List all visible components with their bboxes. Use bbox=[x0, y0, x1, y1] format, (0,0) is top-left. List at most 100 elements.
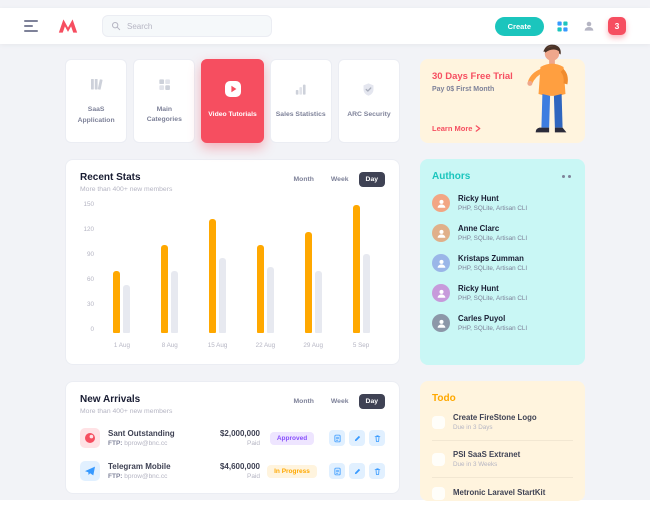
y-tick-label: 90 bbox=[86, 251, 94, 258]
bar-chart-icon bbox=[293, 82, 308, 102]
bar-new-members[interactable] bbox=[256, 245, 264, 333]
checkbox[interactable] bbox=[432, 415, 445, 429]
search-input[interactable] bbox=[127, 21, 263, 31]
bar-group: 22 Aug bbox=[241, 201, 289, 349]
bar-new-members[interactable] bbox=[209, 218, 217, 333]
checkbox[interactable] bbox=[432, 487, 445, 500]
checkbox[interactable] bbox=[432, 452, 445, 466]
bar-new-members[interactable] bbox=[161, 245, 169, 333]
trash-icon[interactable] bbox=[369, 430, 385, 446]
telegram-icon bbox=[80, 461, 100, 481]
category-card-sales-statistics[interactable]: Sales Statistics bbox=[269, 59, 332, 143]
edit-icon[interactable] bbox=[349, 430, 365, 446]
bar-previous[interactable] bbox=[123, 284, 131, 333]
x-tick-label: 15 Aug bbox=[207, 342, 228, 349]
avatar bbox=[432, 194, 450, 212]
category-card-saas-application[interactable]: SaaS Application bbox=[65, 59, 128, 143]
top-bar: Create 3 bbox=[0, 8, 650, 44]
notification-badge[interactable]: 3 bbox=[608, 17, 626, 35]
list-item[interactable]: Ricky Hunt PHP, SQLite, Artisan CLI bbox=[432, 194, 573, 212]
todo-card: Todo Create FireStone Logo Due in 3 Days… bbox=[420, 381, 585, 501]
bar-previous[interactable] bbox=[362, 253, 370, 333]
create-button[interactable]: Create bbox=[494, 16, 544, 36]
menu-icon[interactable] bbox=[24, 20, 38, 32]
right-column: 30 Days Free Trial Pay 0$ First Month Le… bbox=[420, 44, 585, 501]
status-badge-wrap: In Progress bbox=[260, 464, 324, 478]
bar-new-members[interactable] bbox=[304, 231, 312, 333]
avatar bbox=[432, 224, 450, 242]
status-badge: Approved bbox=[269, 431, 315, 445]
more-menu-icon[interactable] bbox=[560, 173, 573, 180]
avatar bbox=[432, 284, 450, 302]
apps-grid-icon[interactable] bbox=[555, 19, 570, 34]
stats-chart: 150 120 90 60 30 0 1 Aug 8 Aug 15 Aug 22 Aug 29 A… bbox=[80, 201, 385, 349]
todo-task: Metronic Laravel StartKit bbox=[453, 488, 546, 497]
bar-previous[interactable] bbox=[266, 267, 274, 333]
file-icon[interactable] bbox=[329, 430, 345, 446]
tab-day[interactable]: Day bbox=[358, 172, 385, 187]
tab-week[interactable]: Week bbox=[324, 172, 356, 187]
tab-month[interactable]: Month bbox=[287, 394, 321, 409]
learn-more-link[interactable]: Learn More bbox=[432, 124, 481, 133]
recent-stats-title: Recent Stats bbox=[80, 172, 141, 183]
learn-more-label: Learn More bbox=[432, 124, 473, 133]
todo-due: Due in 3 Weeks bbox=[453, 461, 498, 468]
author-name: Ricky Hunt bbox=[458, 194, 499, 203]
author-name: Kristaps Zumman bbox=[458, 254, 524, 263]
todo-title: Todo bbox=[432, 393, 456, 404]
y-tick-label: 60 bbox=[86, 276, 94, 283]
bar-new-members[interactable] bbox=[352, 205, 360, 333]
main-content: SaaS Application Main Categories Video T… bbox=[0, 44, 650, 501]
new-arrivals-title: New Arrivals bbox=[80, 394, 141, 405]
list-item[interactable]: Ricky Hunt PHP, SQLite, Artisan CLI bbox=[432, 284, 573, 302]
library-icon bbox=[88, 76, 104, 97]
arrival-ftp: FTP: bprow@bnc.cc bbox=[108, 440, 198, 447]
tab-day[interactable]: Day bbox=[358, 394, 385, 409]
bar-new-members[interactable] bbox=[113, 271, 121, 333]
y-tick-label: 120 bbox=[83, 226, 94, 233]
ftp-label: FTP: bbox=[108, 473, 123, 480]
file-icon[interactable] bbox=[329, 463, 345, 479]
bar-group: 1 Aug bbox=[98, 201, 146, 349]
new-arrivals-header: New Arrivals More than 400+ new members … bbox=[80, 394, 385, 415]
tab-week[interactable]: Week bbox=[324, 394, 356, 409]
list-item[interactable]: Anne Clarc PHP, SQLite, Artisan CLI bbox=[432, 224, 573, 242]
recent-stats-header: Recent Stats More than 400+ new members … bbox=[80, 172, 385, 193]
table-row: Telegram Mobile FTP: bprow@bnc.cc $4,600… bbox=[80, 461, 385, 481]
bar-previous[interactable] bbox=[171, 271, 179, 333]
trash-icon[interactable] bbox=[369, 463, 385, 479]
category-card-video-tutorials[interactable]: Video Tutorials bbox=[201, 59, 264, 143]
ftp-value: bprow@bnc.cc bbox=[124, 440, 168, 447]
bar-group: 15 Aug bbox=[194, 201, 242, 349]
recent-stats-tabs: Month Week Day bbox=[287, 172, 385, 187]
y-tick-label: 150 bbox=[83, 201, 94, 208]
chart-y-axis: 150 120 90 60 30 0 bbox=[80, 201, 98, 349]
user-icon[interactable] bbox=[581, 18, 597, 34]
author-skills: PHP, SQLite, Artisan CLI bbox=[458, 295, 528, 302]
category-card-main-categories[interactable]: Main Categories bbox=[133, 59, 196, 143]
category-label: Sales Statistics bbox=[275, 110, 326, 118]
tab-month[interactable]: Month bbox=[287, 172, 321, 187]
amount-value: $2,000,000 bbox=[219, 429, 260, 438]
authors-card: Authors Ricky Hunt PHP, SQLite, Artisan … bbox=[420, 159, 585, 365]
author-skills: PHP, SQLite, Artisan CLI bbox=[458, 265, 528, 272]
category-label: SaaS Application bbox=[77, 106, 115, 124]
edit-icon[interactable] bbox=[349, 463, 365, 479]
left-column: SaaS Application Main Categories Video T… bbox=[65, 59, 401, 501]
list-item[interactable]: Kristaps Zumman PHP, SQLite, Artisan CLI bbox=[432, 254, 573, 272]
header-actions: Create 3 bbox=[494, 16, 626, 36]
x-tick-label: 1 Aug bbox=[113, 342, 130, 349]
logo-mark bbox=[58, 19, 78, 33]
x-tick-label: 8 Aug bbox=[161, 342, 178, 349]
grid-icon bbox=[157, 77, 172, 97]
bar-previous[interactable] bbox=[314, 271, 322, 333]
category-card-arc-security[interactable]: ARC Security bbox=[337, 59, 401, 143]
logo[interactable] bbox=[58, 18, 78, 34]
list-item: PSI SaaS Extranet Due in 3 Weeks bbox=[432, 441, 573, 478]
product-logo-icon bbox=[80, 428, 100, 448]
authors-title: Authors bbox=[432, 171, 471, 182]
free-trial-subtitle: Pay 0$ First Month bbox=[432, 86, 495, 93]
recent-stats-card: Recent Stats More than 400+ new members … bbox=[65, 159, 400, 365]
list-item[interactable]: Carles Puyol PHP, SQLite, Artisan CLI bbox=[432, 314, 573, 332]
bar-previous[interactable] bbox=[219, 258, 227, 333]
